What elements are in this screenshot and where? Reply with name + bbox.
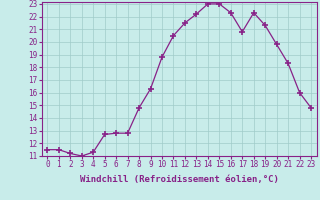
X-axis label: Windchill (Refroidissement éolien,°C): Windchill (Refroidissement éolien,°C) (80, 175, 279, 184)
